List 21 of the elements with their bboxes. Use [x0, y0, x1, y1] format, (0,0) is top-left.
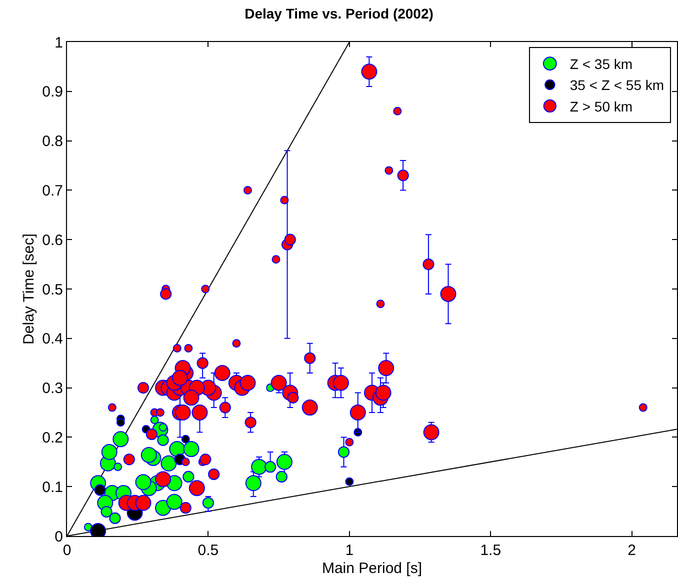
x-tick-label: 2 — [628, 542, 636, 559]
y-tick-label: 0.9 — [42, 84, 63, 101]
legend-label: Z > 50 km — [570, 98, 633, 114]
y-tick-label: 0.5 — [42, 281, 63, 298]
legend-label: Z < 35 km — [570, 56, 633, 72]
legend-label: 35 < Z < 55 km — [570, 77, 664, 94]
y-tick-label: 0.1 — [42, 478, 63, 496]
chart-title: Delay Time vs. Period (2002) — [244, 6, 434, 22]
y-axis-title: Delay Time [sec] — [20, 234, 38, 344]
y-tick-label: 0.4 — [42, 330, 63, 348]
y-tick-label: 0.7 — [42, 182, 63, 200]
x-axis-title: Main Period [s] — [322, 560, 422, 577]
x-tick-label: 1.5 — [480, 542, 502, 559]
y-tick-label: 0.3 — [42, 380, 63, 398]
y-tick-label: 0.8 — [42, 133, 63, 150]
y-tick-label: 0 — [54, 528, 63, 546]
y-tick-label: 0.2 — [42, 429, 63, 446]
y-tick-label: 0.6 — [42, 232, 63, 249]
x-tick-label: 1 — [345, 542, 354, 559]
y-tick-label: 1 — [54, 34, 63, 52]
x-tick-label: 0.5 — [198, 542, 219, 559]
